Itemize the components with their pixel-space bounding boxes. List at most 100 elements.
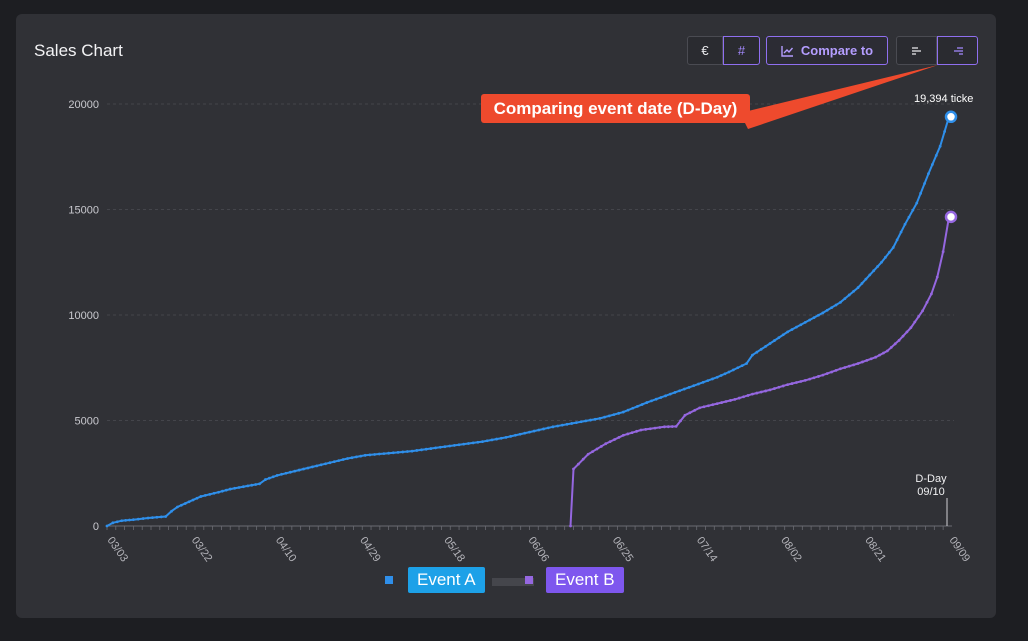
series-point: [254, 483, 258, 486]
series-point: [410, 449, 414, 453]
series-point: [764, 344, 768, 348]
series-point: [208, 492, 212, 496]
series-point: [706, 379, 710, 383]
series-point: [698, 406, 702, 410]
x-tick-label: 04/29: [357, 535, 383, 564]
series-point: [569, 524, 572, 528]
series-point: [120, 519, 124, 523]
series-end-marker: [944, 210, 958, 224]
series-point: [579, 420, 583, 424]
series-point: [834, 303, 838, 307]
y-tick-label: 15000: [68, 205, 99, 217]
series-point: [852, 289, 856, 293]
series-point: [621, 410, 625, 414]
series-point: [556, 424, 560, 428]
x-tick-label: 03/22: [189, 535, 215, 564]
series-point: [817, 375, 820, 378]
series-point: [220, 489, 224, 493]
series-point: [420, 448, 423, 452]
annotation-pointer: [740, 65, 938, 129]
series-point: [576, 462, 580, 466]
compare-to-button[interactable]: Compare to: [766, 36, 888, 65]
series-point: [504, 435, 508, 439]
series-point: [885, 349, 889, 353]
series-point: [242, 485, 245, 489]
series-point: [839, 367, 842, 371]
x-tick-label: 06/25: [610, 535, 636, 564]
align-end-button[interactable]: [937, 36, 978, 65]
series-point: [146, 516, 150, 520]
series-point: [532, 429, 536, 433]
series-point: [790, 382, 794, 385]
annotation-banner: Comparing event date (D-Day): [481, 94, 750, 123]
series-point: [626, 408, 630, 412]
series-point: [626, 432, 630, 436]
series-point: [865, 358, 869, 362]
series-point: [518, 432, 522, 436]
series-point: [679, 419, 682, 423]
series-point: [930, 163, 934, 166]
series-point: [905, 330, 909, 334]
series-point: [350, 456, 354, 460]
series-point: [808, 318, 812, 322]
series-point: [711, 403, 715, 407]
series-point: [715, 375, 719, 379]
series-point: [899, 230, 903, 234]
series-point: [546, 426, 550, 430]
series-point: [742, 395, 746, 399]
series-point: [821, 311, 825, 315]
series-point: [467, 442, 470, 445]
series-point: [897, 338, 901, 342]
series-point: [373, 453, 376, 456]
series-point: [111, 521, 115, 525]
series-point: [630, 431, 634, 435]
series-point: [368, 453, 372, 457]
series-point: [551, 425, 555, 429]
series-point: [723, 372, 727, 376]
alignment-toggle: [896, 36, 978, 65]
series-point: [882, 351, 885, 355]
x-tick-label: 05/18: [441, 535, 467, 564]
series-point: [915, 201, 919, 205]
series-point: [729, 399, 732, 402]
series-point: [631, 406, 635, 410]
series-point: [429, 447, 433, 450]
unit-toggle: € #: [687, 36, 760, 65]
series-point: [901, 334, 905, 338]
series-point: [938, 144, 942, 148]
series-point: [132, 518, 135, 522]
series-point: [424, 447, 428, 451]
count-button[interactable]: #: [723, 36, 760, 65]
series-point: [889, 345, 893, 349]
series-point: [740, 364, 744, 368]
legend-item-event-a[interactable]: Event A: [385, 567, 485, 593]
series-point: [759, 390, 763, 394]
series-point: [874, 355, 878, 359]
series-point: [644, 427, 648, 431]
series-line-event-a: [106, 116, 950, 527]
series-point: [584, 419, 588, 423]
series-point: [575, 421, 578, 425]
series-point: [736, 366, 740, 370]
series-point: [612, 413, 616, 416]
series-point: [471, 441, 475, 445]
series-point: [768, 388, 772, 392]
series-point: [115, 520, 119, 524]
currency-button[interactable]: €: [687, 36, 723, 65]
series-point: [719, 374, 723, 377]
series-point: [923, 182, 926, 185]
series-point: [354, 455, 358, 459]
series-point: [195, 496, 199, 500]
series-point: [650, 399, 653, 403]
series-point: [830, 370, 834, 374]
align-start-button[interactable]: [896, 36, 937, 65]
series-point: [490, 438, 494, 442]
series-point: [476, 440, 480, 444]
legend-item-event-b[interactable]: Event B: [525, 567, 624, 593]
series-point: [795, 381, 798, 384]
page-title: Sales Chart: [34, 41, 123, 60]
series-point: [212, 491, 216, 495]
series-point: [697, 382, 700, 386]
series-point: [658, 426, 662, 429]
series-point: [288, 470, 292, 474]
